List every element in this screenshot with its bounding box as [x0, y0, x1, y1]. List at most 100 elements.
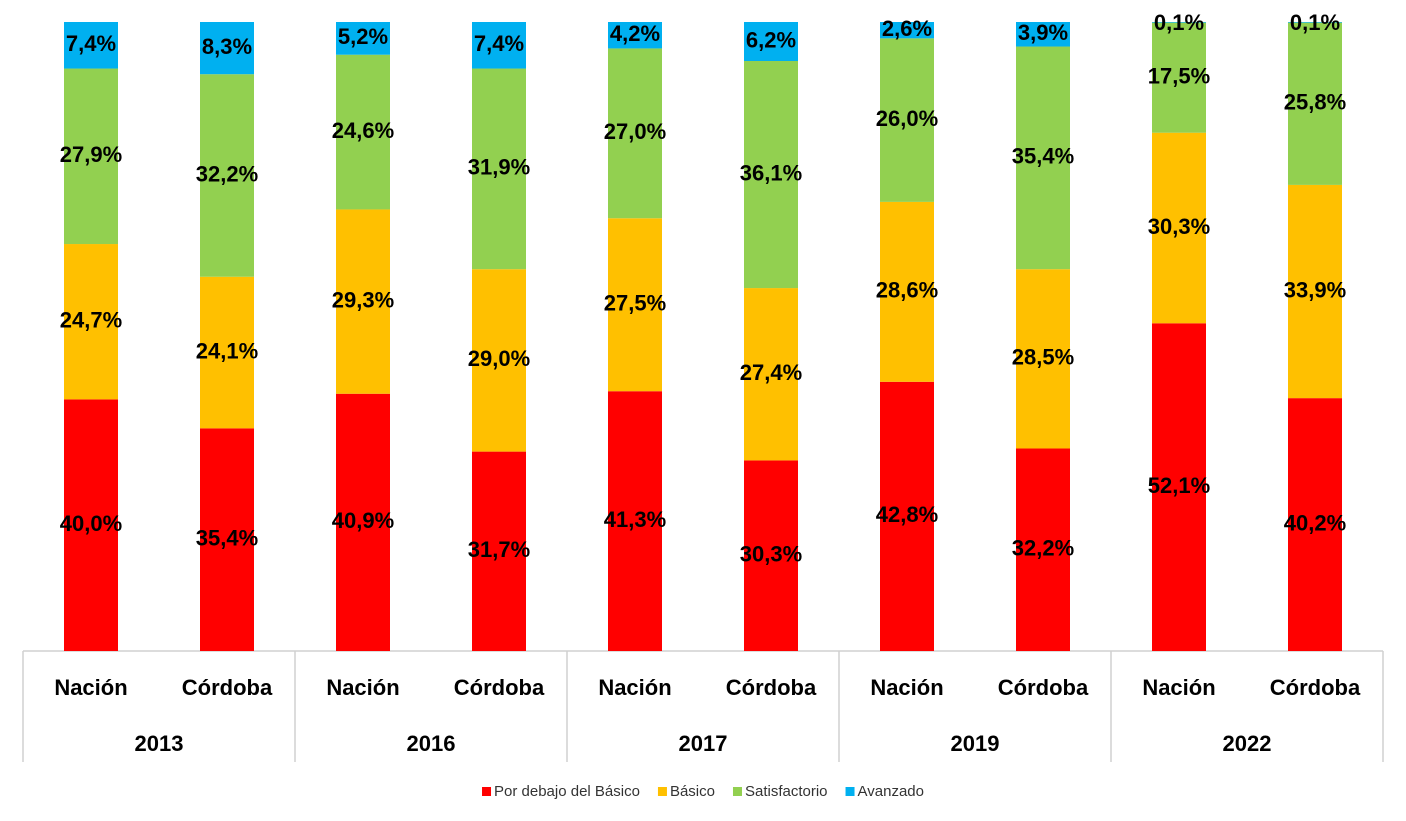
legend-label: Básico [670, 783, 715, 800]
x-tick-label: Nación [870, 675, 943, 700]
data-label: 2,6% [882, 16, 932, 41]
data-label: 5,2% [338, 24, 388, 49]
data-label: 27,9% [60, 142, 122, 167]
bar-segment [1016, 269, 1070, 449]
data-label: 7,4% [474, 31, 524, 56]
bar-segment [336, 22, 390, 55]
bar-segment [336, 209, 390, 394]
bar-segment [200, 74, 254, 277]
legend-swatch [845, 787, 855, 796]
legend-swatch [657, 787, 667, 796]
bar-segment [200, 428, 254, 651]
bar-segment [744, 288, 798, 461]
data-label: 3,9% [1018, 20, 1068, 45]
x-tick-label: Córdoba [998, 675, 1089, 700]
group-label: 2013 [135, 731, 184, 756]
data-label: 42,8% [876, 502, 938, 527]
bar-segment [744, 22, 798, 61]
data-label: 35,4% [196, 525, 258, 550]
data-label: 35,4% [1012, 144, 1074, 169]
data-label: 27,0% [604, 119, 666, 144]
bar-segment [472, 269, 526, 452]
bar-segment [880, 201, 934, 382]
bar-segment [200, 22, 254, 75]
bar-segment [472, 68, 526, 270]
data-label: 24,6% [332, 118, 394, 143]
bar-segment [1288, 22, 1342, 23]
bar-segment [472, 22, 526, 69]
data-label: 26,0% [876, 106, 938, 131]
bar-segment [880, 381, 934, 651]
group-label: 2019 [951, 731, 1000, 756]
data-label: 40,0% [60, 511, 122, 536]
bar-segment [64, 244, 118, 400]
bar-segment [1152, 132, 1206, 324]
bar-segment [1152, 22, 1206, 133]
data-label: 6,2% [746, 27, 796, 52]
bar-segment [1016, 22, 1070, 47]
data-label: 0,1% [1290, 10, 1340, 35]
bar-segment [200, 276, 254, 429]
x-tick-label: Nación [54, 675, 127, 700]
bar-segment [608, 22, 662, 49]
data-label: 40,9% [332, 508, 394, 533]
data-label: 30,3% [1148, 214, 1210, 239]
data-label: 29,3% [332, 287, 394, 312]
bar-segment [64, 22, 118, 69]
data-label: 36,1% [740, 160, 802, 185]
data-label: 8,3% [202, 34, 252, 59]
bar-segment [1288, 398, 1342, 651]
bar-segment [1016, 448, 1070, 651]
legend-swatch [482, 787, 492, 796]
data-label: 29,0% [468, 346, 530, 371]
bar-segment [1288, 22, 1342, 185]
data-label: 30,3% [740, 542, 802, 567]
x-tick-label: Nación [598, 675, 671, 700]
bar-segment [744, 60, 798, 289]
data-label: 7,4% [66, 31, 116, 56]
bar-segment [1016, 46, 1070, 270]
bar-segment [64, 68, 118, 245]
bar-segment [880, 22, 934, 39]
x-tick-label: Córdoba [182, 675, 273, 700]
bar-segment [744, 460, 798, 651]
data-label: 27,5% [604, 291, 666, 316]
bar-segment [1152, 323, 1206, 651]
bar-segment [336, 54, 390, 210]
x-tick-label: Córdoba [454, 675, 545, 700]
legend-label: Por debajo del Básico [494, 783, 640, 800]
data-label: 32,2% [1012, 536, 1074, 561]
x-tick-label: Nación [1142, 675, 1215, 700]
data-label: 40,2% [1284, 510, 1346, 535]
legend-label: Satisfactorio [745, 783, 828, 800]
x-tick-label: Córdoba [1270, 675, 1361, 700]
bar-segment [472, 451, 526, 651]
data-label: 24,7% [60, 308, 122, 333]
data-label: 4,2% [610, 21, 660, 46]
bar-segment [608, 391, 662, 651]
bar-segment [1152, 22, 1206, 23]
group-label: 2016 [407, 731, 456, 756]
bar-segment [880, 38, 934, 202]
group-label: 2017 [679, 731, 728, 756]
data-label: 28,6% [876, 278, 938, 303]
data-label: 33,9% [1284, 277, 1346, 302]
bar-segment [608, 48, 662, 219]
data-label: 52,1% [1148, 473, 1210, 498]
x-tick-label: Nación [326, 675, 399, 700]
data-label: 32,2% [196, 161, 258, 186]
bar-segment [608, 218, 662, 392]
data-label: 24,1% [196, 338, 258, 363]
bar-segment [64, 399, 118, 651]
x-tick-label: Córdoba [726, 675, 817, 700]
bar-segment [1288, 184, 1342, 399]
data-label: 41,3% [604, 507, 666, 532]
legend-swatch [732, 787, 742, 796]
data-label: 27,4% [740, 360, 802, 385]
legend-label: Avanzado [858, 783, 924, 800]
data-label: 0,1% [1154, 10, 1204, 35]
data-label: 31,9% [468, 155, 530, 180]
data-label: 28,5% [1012, 345, 1074, 370]
data-label: 17,5% [1148, 63, 1210, 88]
